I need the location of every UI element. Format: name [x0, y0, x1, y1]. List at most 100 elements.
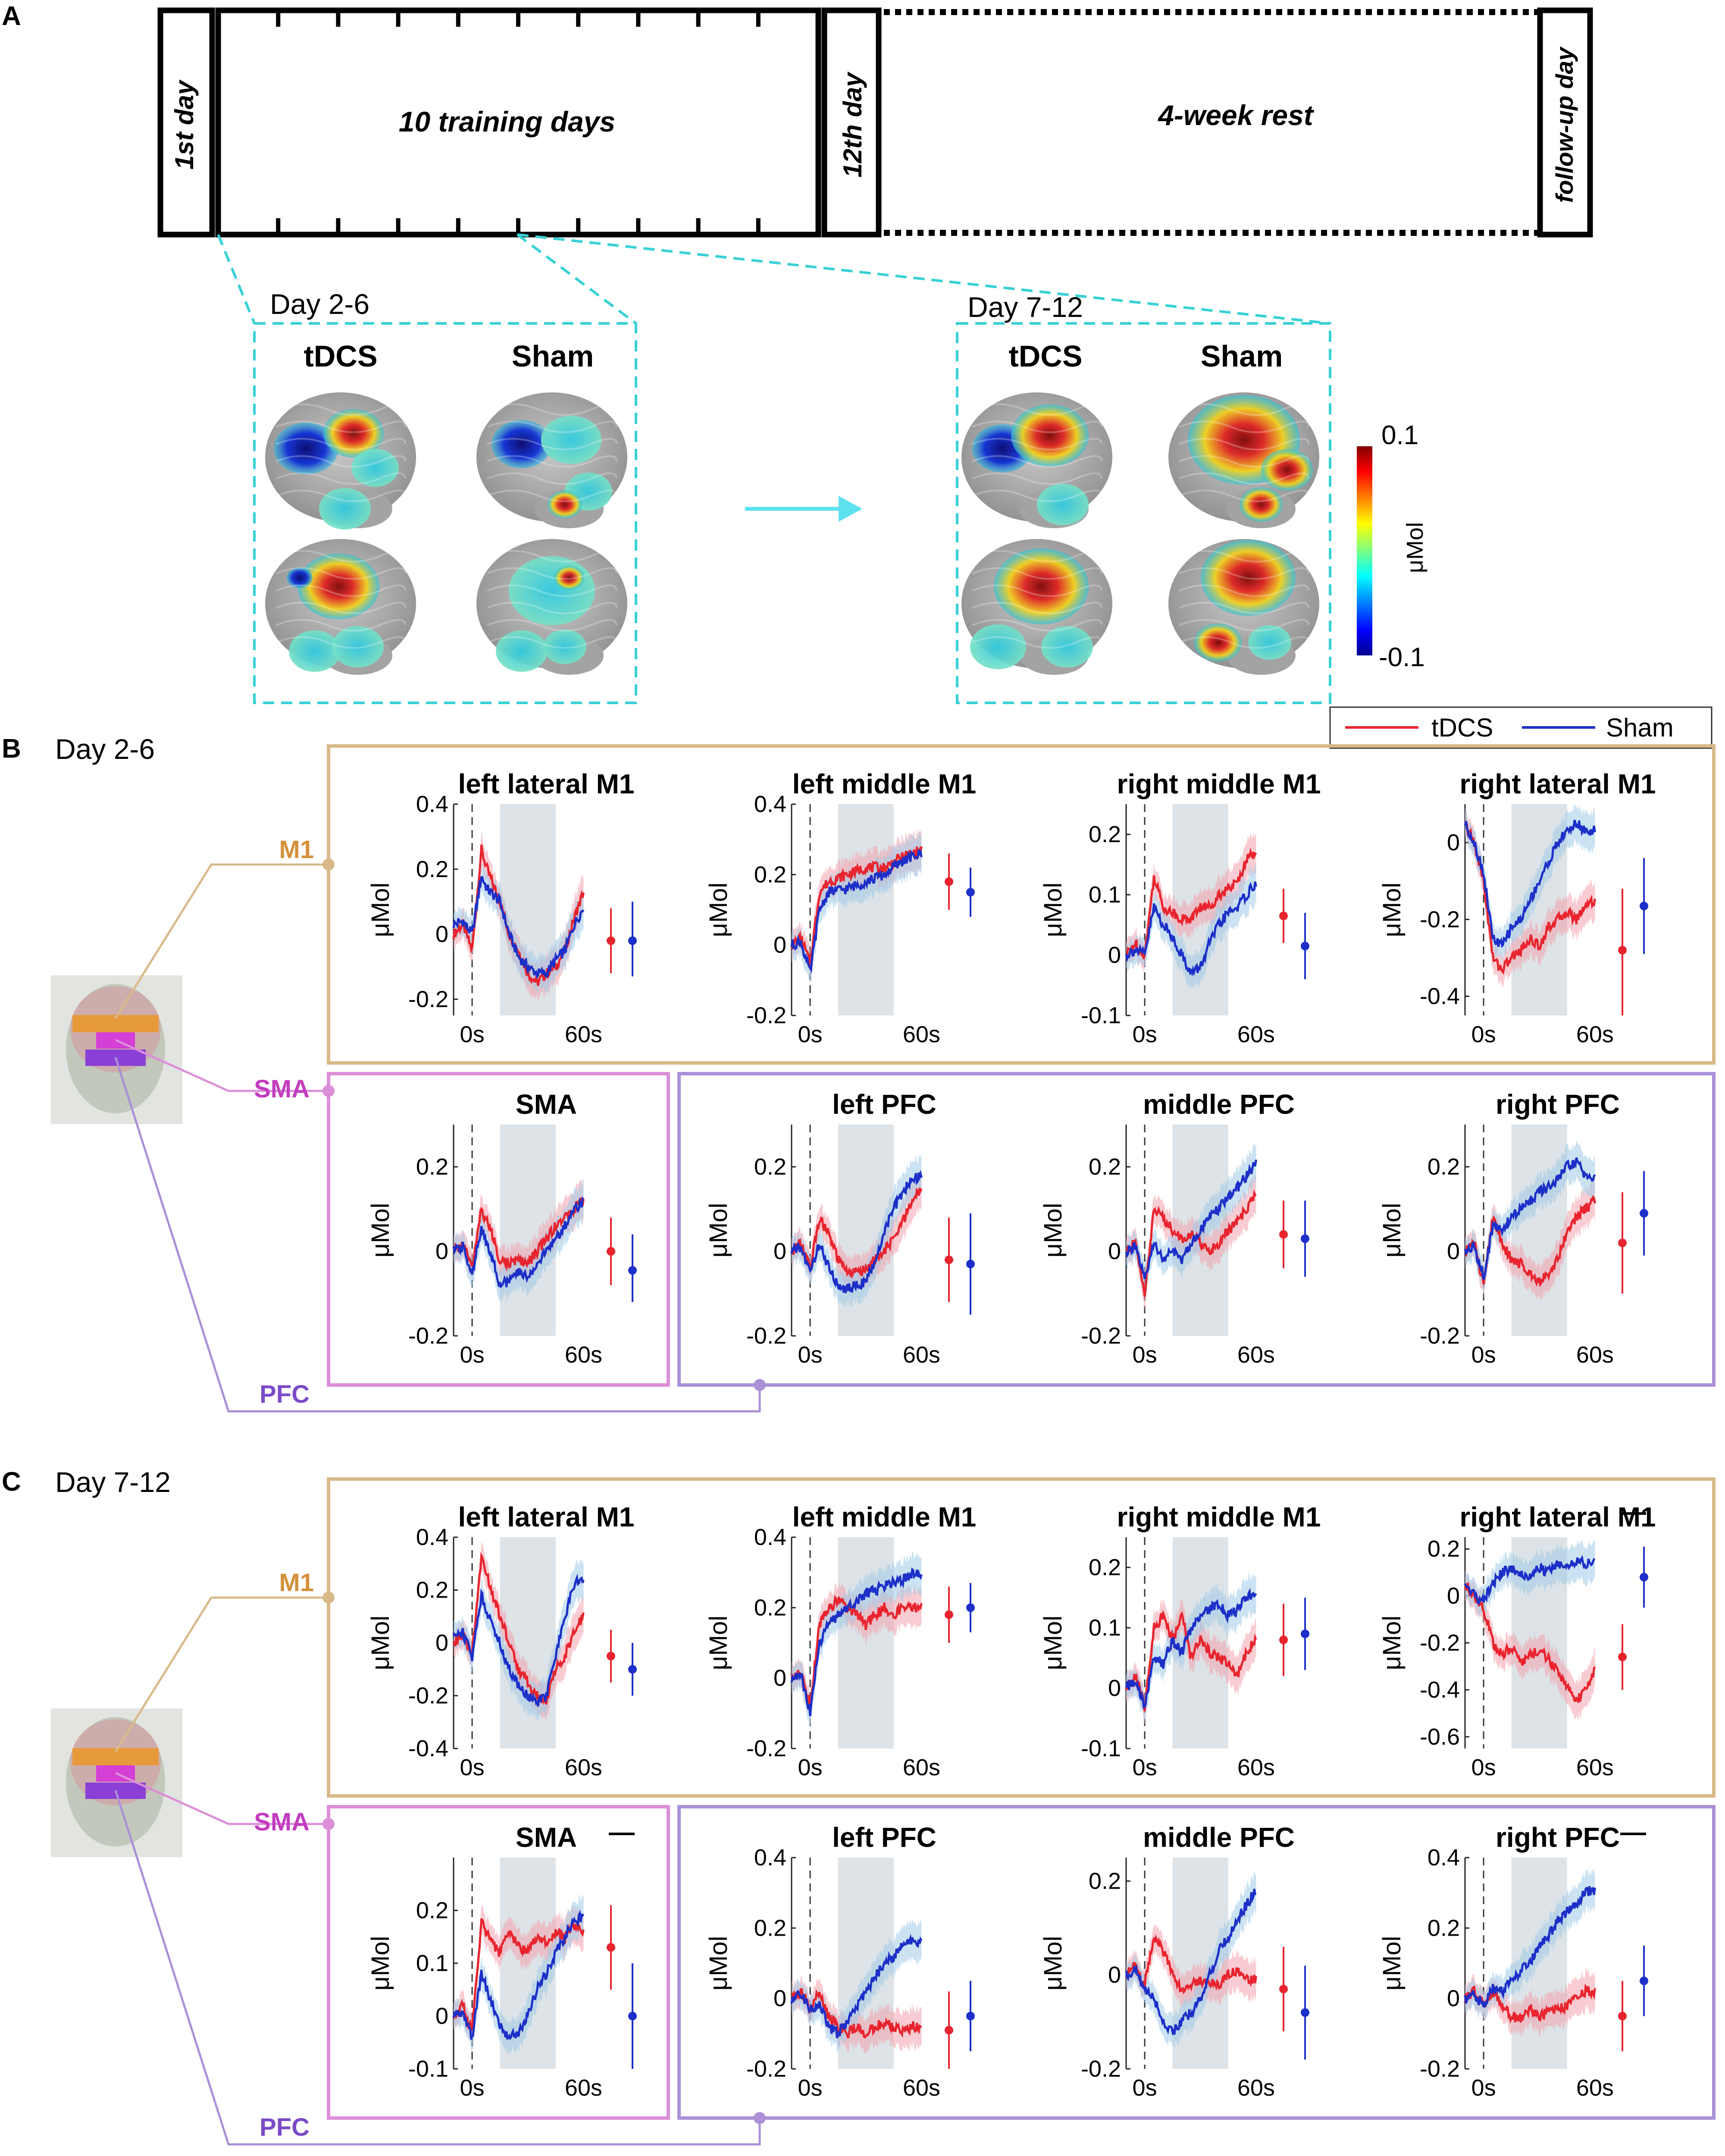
training-day-ticks — [276, 13, 761, 232]
brain-sulcus — [972, 489, 1102, 502]
mean-dot-tdcs — [1618, 1652, 1627, 1661]
plot-title: right PFC — [1496, 1089, 1620, 1120]
brain-map — [1168, 392, 1319, 528]
mean-dot-sham — [1640, 1209, 1648, 1218]
brain-sulcus — [1179, 438, 1309, 451]
left-sham-header: Sham — [512, 339, 594, 373]
m1-connector-dot — [322, 1592, 335, 1604]
twelfth-day-label: 12th day — [838, 72, 867, 178]
y-tick-label: 0.2 — [1089, 821, 1121, 847]
mean-dot-tdcs — [607, 936, 615, 945]
brain-sulcus — [1179, 584, 1309, 597]
y-tick-label: 0 — [773, 932, 786, 958]
series-line-tdcs — [1125, 1934, 1257, 1995]
y-tick-label: 0 — [1108, 1675, 1121, 1701]
plot-title: right lateral M1 — [1459, 1501, 1656, 1532]
sma-connector-dot — [322, 1085, 335, 1097]
y-axis-label: μMol — [704, 1616, 733, 1670]
brain-sulcus — [487, 602, 617, 614]
y-axis-label: μMol — [1039, 883, 1067, 937]
activation-blob — [1037, 484, 1089, 525]
x-tick-label: 0s — [798, 2075, 823, 2101]
brain-sulcus — [487, 550, 617, 563]
line-plot: right lateral M1 0 -0.2 -0.4 0s 60s μMol — [1378, 768, 1656, 1047]
brain-map — [476, 539, 627, 675]
x-tick-label: 0s — [798, 1342, 823, 1368]
line-plot: left middle M10.4 0.2 0 -0.2 0s 60s μMol — [704, 768, 976, 1047]
y-tick-label: 0 — [773, 1986, 786, 2012]
y-tick-label: -0.2 — [1081, 2056, 1121, 2082]
y-tick-label: 0 — [773, 1665, 786, 1691]
mean-dot-sham — [966, 1603, 975, 1612]
brain-sulcus — [487, 438, 617, 451]
line-plot: left lateral M1 0.4 0.2 0 -0.2 0s 60s μMol — [366, 768, 637, 1047]
sma-label: SMA — [254, 1075, 310, 1103]
day-2-6-box — [253, 322, 637, 704]
y-axis-label: μMol — [1039, 1616, 1067, 1670]
y-tick-label: 0.2 — [1428, 1154, 1460, 1180]
brain-sulcus — [1179, 403, 1309, 416]
training-label: 10 training days — [399, 106, 616, 138]
series-line-sham — [790, 1169, 923, 1294]
x-tick-label: 0s — [1471, 1022, 1496, 1047]
mean-dot-sham — [1301, 1234, 1309, 1243]
activation-blob — [1240, 487, 1283, 522]
x-tick-label: 60s — [1237, 1342, 1275, 1368]
brain-sulcus — [1179, 636, 1309, 649]
mean-dot-sham — [1640, 902, 1648, 911]
confidence-band-tdcs — [1126, 833, 1256, 973]
progress-arrow-head — [839, 496, 862, 522]
y-tick-label: 0.2 — [1428, 1915, 1460, 1941]
brain-sulcus — [1179, 420, 1309, 433]
activation-blob — [554, 566, 584, 590]
mean-dot-sham — [1301, 2008, 1309, 2017]
activation-blob — [492, 420, 552, 468]
activation-blob — [994, 548, 1089, 624]
mean-dot-tdcs — [1279, 1984, 1288, 1993]
brain-sulcus — [1179, 550, 1309, 563]
y-tick-label: -0.2 — [1081, 1323, 1121, 1349]
mean-dot-sham — [1640, 1976, 1648, 1985]
plot-title: right middle M1 — [1117, 768, 1321, 799]
series-line-sham — [1464, 1555, 1595, 1605]
brain-sulcus — [275, 489, 406, 502]
brain-sulcus — [972, 438, 1102, 451]
line-plot: right PFC 0.4 0.2 0 -0.2 0s 60s μMol — [1378, 1822, 1648, 2101]
plot-title: middle PFC — [1143, 1822, 1295, 1853]
plot-title: right PFC — [1496, 1822, 1620, 1853]
x-tick-label: 60s — [903, 1342, 940, 1368]
y-axis-label: μMol — [366, 1936, 394, 1991]
confidence-band-sham — [1465, 1139, 1595, 1294]
mean-dot-sham — [628, 1266, 637, 1275]
y-tick-label: 0.1 — [1089, 1615, 1121, 1641]
brain-map — [265, 392, 416, 530]
y-axis-label: μMol — [704, 1936, 733, 1991]
brain-map — [1168, 539, 1319, 675]
activation-blob — [274, 423, 338, 474]
brain-sulcus — [275, 602, 406, 614]
brain-sulcus — [972, 584, 1102, 597]
followup-label: follow-up day — [1551, 46, 1578, 203]
y-axis-label: μMol — [1039, 1936, 1067, 1991]
mean-dot-tdcs — [1279, 1636, 1288, 1644]
y-axis-label: μMol — [704, 1203, 733, 1258]
mean-dot-sham — [628, 1665, 637, 1674]
confidence-band-tdcs — [1126, 1598, 1256, 1725]
plot-title: middle PFC — [1143, 1089, 1295, 1120]
first-day-box — [157, 7, 215, 238]
y-axis-label: μMol — [1378, 1203, 1406, 1258]
plot-title: left PFC — [832, 1089, 936, 1120]
y-tick-label: 0.4 — [754, 1845, 786, 1871]
series-line-tdcs — [453, 1197, 585, 1272]
brain-sulcus — [275, 619, 406, 632]
brain-sulcus — [972, 602, 1102, 614]
y-tick-label: 0.2 — [754, 1915, 786, 1941]
panel-day-label: Day 2-6 — [55, 733, 155, 765]
y-axis-label: μMol — [366, 1616, 394, 1670]
line-plot: left PFC 0.4 0.2 0 -0.2 0s 60s μMol — [704, 1822, 975, 2101]
x-tick-label: 0s — [460, 2075, 485, 2101]
x-tick-label: 60s — [565, 2075, 602, 2101]
pfc-label: PFC — [260, 2113, 310, 2141]
brain-sulcus — [275, 567, 406, 580]
